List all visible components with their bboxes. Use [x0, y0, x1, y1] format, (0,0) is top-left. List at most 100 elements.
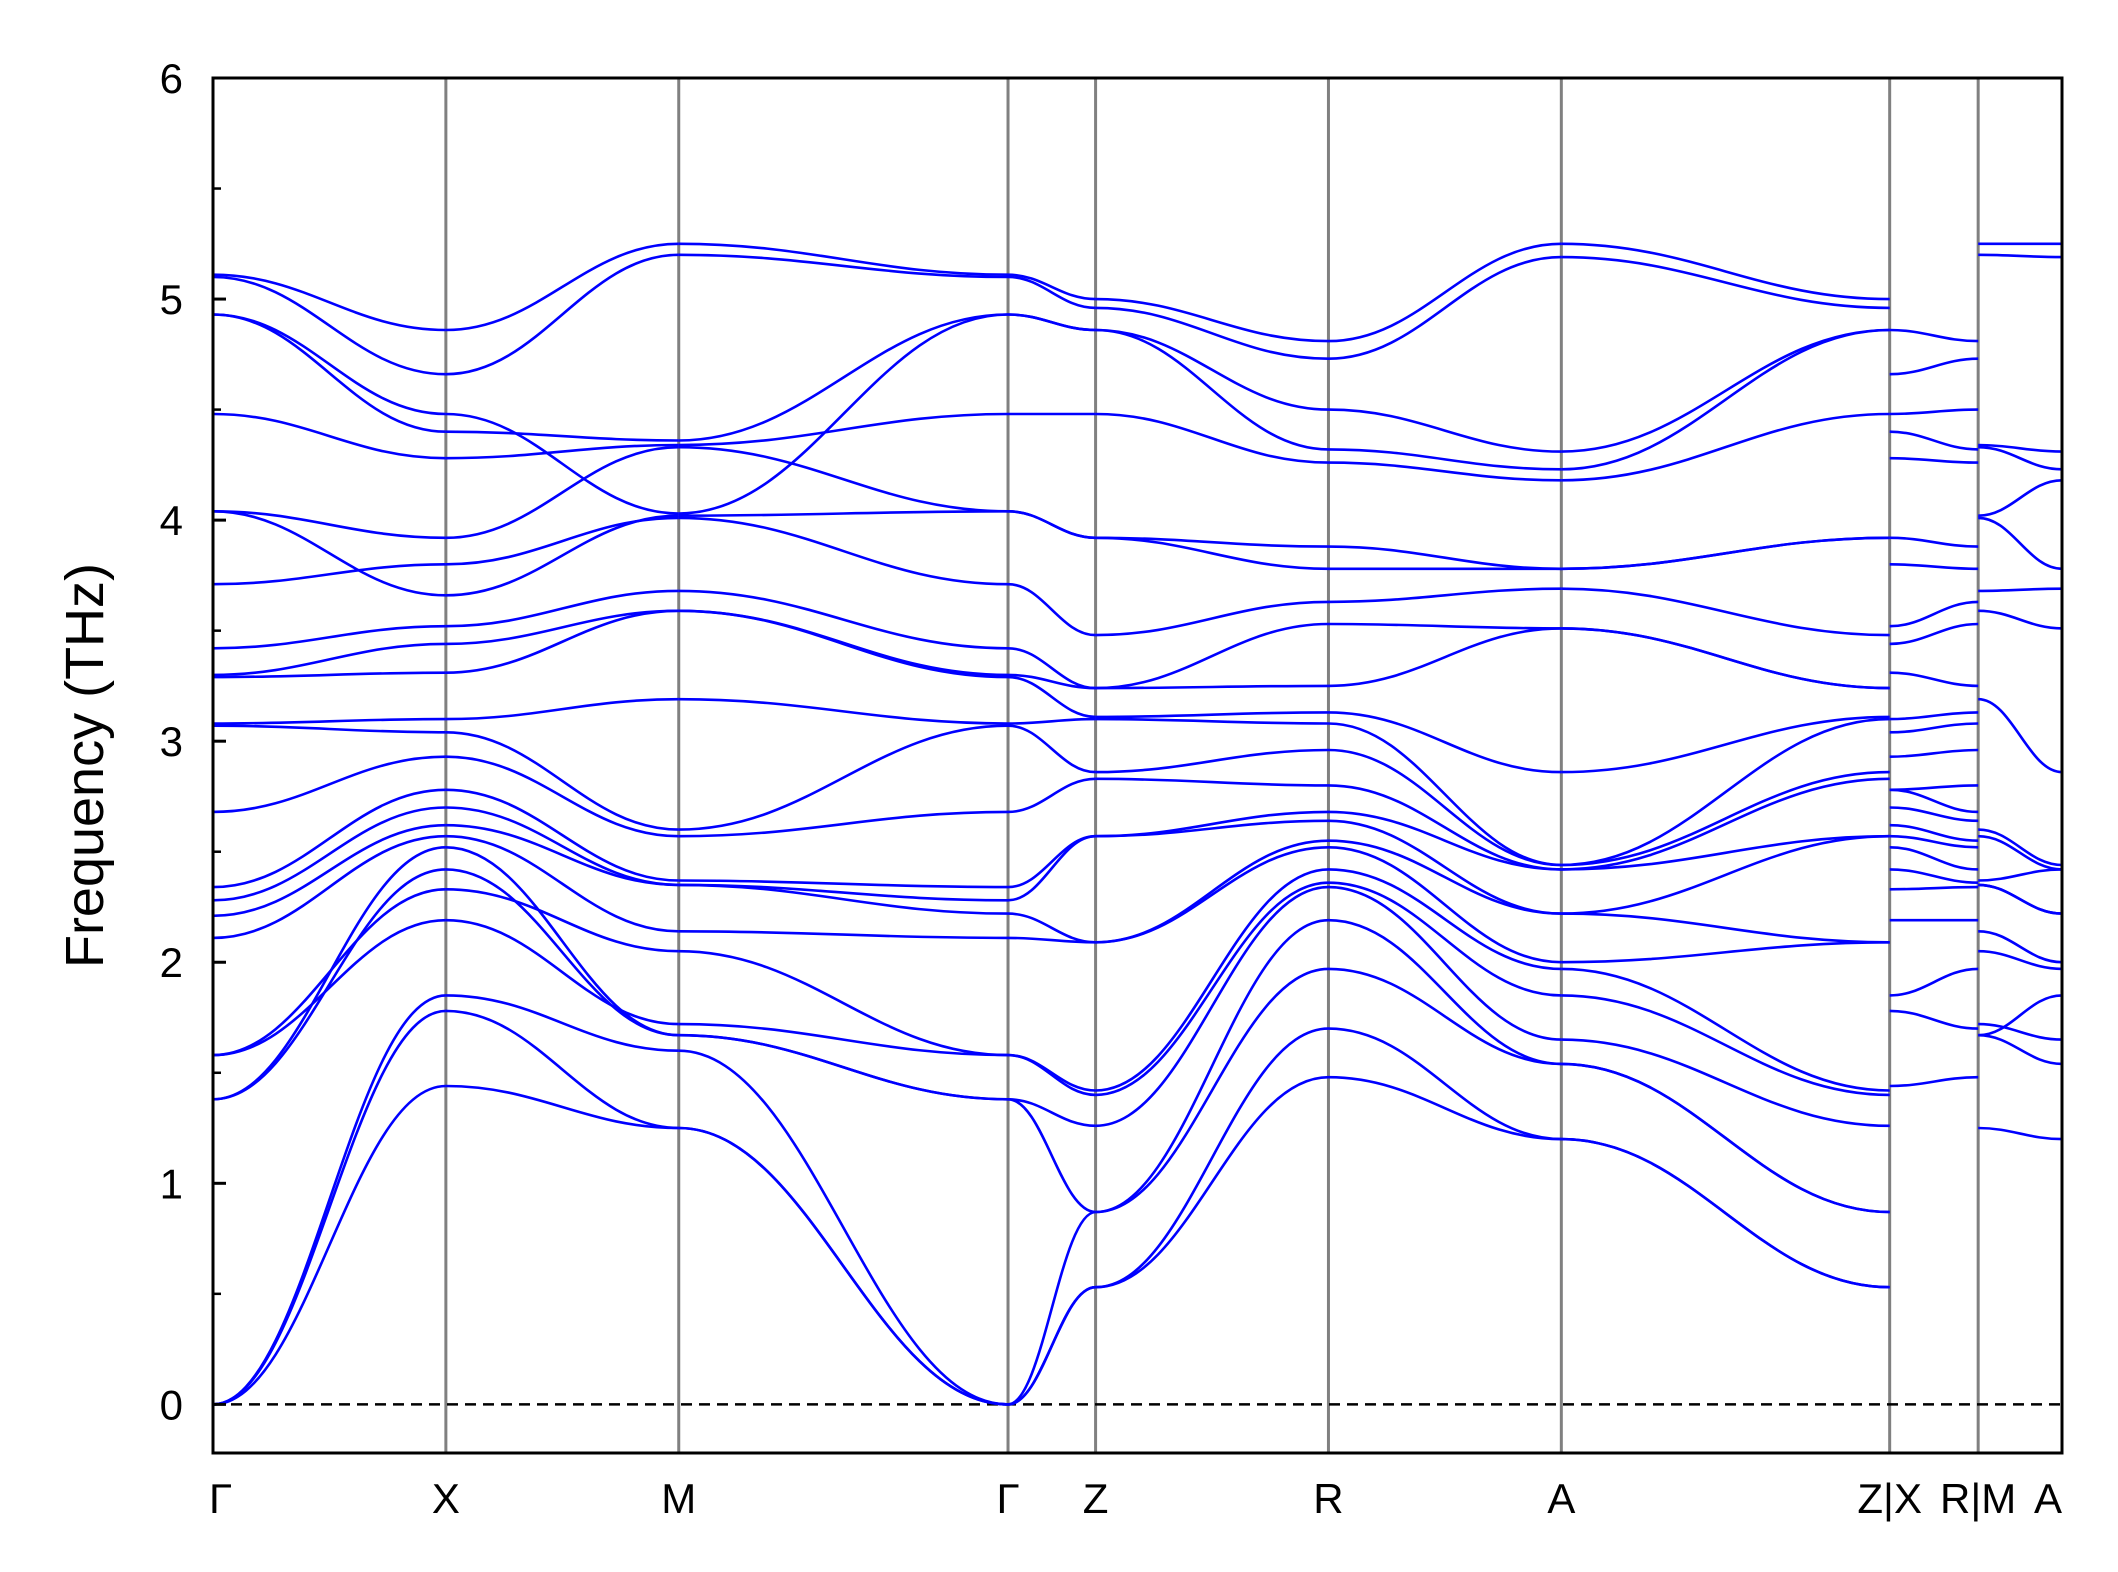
band-Γ-Z-23 [1007, 313, 1096, 332]
band-X-R-13 [1889, 748, 1979, 758]
band-Γ-X-10 [212, 806, 446, 902]
band-A-Z-12 [1561, 777, 1890, 871]
band-Γ-Z-17 [1007, 647, 1096, 690]
band-M-A-2 [1978, 1033, 2063, 1066]
band-M-Γ-21 [678, 412, 1009, 447]
band-X-M-20 [445, 445, 679, 540]
band-M-A-15 [1978, 516, 2063, 571]
band-R-A-7 [1328, 868, 1562, 971]
y-tick-label: 4 [160, 497, 183, 544]
band-R-A-11 [1328, 810, 1562, 871]
band-M-A-1 [1978, 1126, 2063, 1141]
band-Γ-Z-10 [1007, 834, 1096, 902]
band-Γ-Z-4 [1007, 1098, 1096, 1214]
band-X-M-3 [445, 994, 679, 1052]
band-M-A-14 [1978, 587, 2063, 593]
band-X-M-24 [445, 253, 679, 376]
band-X-R-12 [1889, 784, 1979, 792]
x-tick-label: Z [1083, 1475, 1109, 1522]
band-M-A-8 [1978, 883, 2063, 915]
band-Γ-X-16 [212, 642, 446, 677]
band-Z-R-6 [1095, 881, 1329, 1097]
band-Γ-Z-20 [1007, 510, 1096, 540]
band-Γ-Z-11 [1007, 834, 1096, 889]
band-R-A-3 [1328, 967, 1562, 1066]
band-X-R-17 [1889, 622, 1979, 646]
x-tick-label: A [1547, 1475, 1575, 1522]
band-M-Γ-12 [678, 810, 1009, 838]
band-Γ-X-4 [212, 868, 446, 1101]
band-A-Z-9 [1561, 912, 1890, 944]
band-Γ-X-18 [212, 563, 446, 586]
band-A-Z-18 [1561, 587, 1890, 637]
band-M-Γ-5 [678, 1033, 1009, 1101]
band-X-M-22 [445, 430, 679, 442]
band-X-R-9 [1889, 823, 1979, 842]
band-Z-R-24 [1095, 306, 1329, 360]
band-X-R-16 [1889, 671, 1979, 688]
plot-frame [211, 76, 2064, 1455]
band-R-A-1 [1328, 1075, 1562, 1141]
band-Γ-X-22 [212, 313, 446, 433]
band-Γ-X-14 [212, 717, 446, 725]
band-X-M-8 [445, 834, 679, 933]
band-M-Γ-6 [678, 1022, 1009, 1057]
band-Z-R-12 [1095, 777, 1329, 787]
band-X-M-10 [445, 806, 679, 887]
band-Z-R-20 [1095, 536, 1329, 548]
band-Γ-Z-18 [1007, 582, 1096, 637]
band-Z-R-5 [1095, 885, 1329, 1128]
band-X-M-25 [445, 242, 679, 332]
y-axis-label: Frequency (THz) [55, 563, 115, 968]
band-M-A-6 [1978, 930, 2063, 964]
band-X-R-19 [1889, 563, 1979, 571]
y-tick-label: 2 [160, 939, 183, 986]
band-R-A-22 [1328, 448, 1562, 471]
band-M-Γ-24 [678, 253, 1009, 279]
y-tick-label: 6 [160, 55, 183, 102]
band-X-R-7 [1889, 846, 1979, 871]
band-Γ-X-19 [212, 510, 446, 597]
y-tick-label: 1 [160, 1160, 183, 1207]
band-Z-R-4 [1095, 918, 1329, 1214]
high-symmetry-lines [444, 78, 1980, 1453]
band-Z-R-17 [1095, 622, 1329, 690]
band-A-Z-15 [1561, 715, 1890, 774]
band-Γ-Z-13 [1007, 724, 1096, 774]
band-Z-R-1 [1095, 1075, 1329, 1289]
band-A-Z-5 [1561, 1038, 1890, 1128]
band-X-M-12 [445, 755, 679, 838]
band-X-R-6 [1889, 868, 1979, 884]
x-tick-label: R|M [1940, 1475, 2016, 1522]
band-Γ-X-23 [212, 313, 446, 416]
band-Γ-X-8 [212, 834, 446, 940]
band-Z-R-9 [1095, 839, 1329, 944]
band-Z-R-2 [1095, 1027, 1329, 1289]
band-A-Z-21 [1561, 412, 1890, 482]
band-Γ-X-15 [212, 671, 446, 679]
band-X-R-22 [1889, 430, 1979, 451]
band-M-A-4 [1978, 994, 2063, 1037]
band-X-M-23 [445, 412, 679, 515]
band-M-Γ-11 [678, 879, 1009, 889]
band-A-Z-2 [1561, 1137, 1890, 1289]
band-X-R-21 [1889, 456, 1979, 464]
band-A-Z-4 [1561, 1062, 1890, 1214]
band-M-A-12 [1978, 697, 2063, 774]
band-R-A-20 [1328, 545, 1562, 571]
band-Γ-X-9 [212, 823, 446, 918]
band-M-A-9 [1978, 868, 2063, 882]
band-Γ-Z-15 [1007, 675, 1096, 719]
band-X-R-1 [1889, 1075, 1979, 1088]
band-R-A-15 [1328, 711, 1562, 774]
band-M-Γ-7 [678, 949, 1009, 1057]
band-X-R-2 [1889, 1009, 1979, 1030]
band-R-A-8 [1328, 846, 1562, 964]
band-A-Z-25 [1561, 242, 1890, 301]
band-Γ-Z-12 [1007, 777, 1096, 814]
band-R-A-5 [1328, 885, 1562, 1041]
band-Z-R-7 [1095, 868, 1329, 1092]
band-Γ-X-20 [212, 510, 446, 540]
band-M-Γ-14 [678, 697, 1009, 725]
